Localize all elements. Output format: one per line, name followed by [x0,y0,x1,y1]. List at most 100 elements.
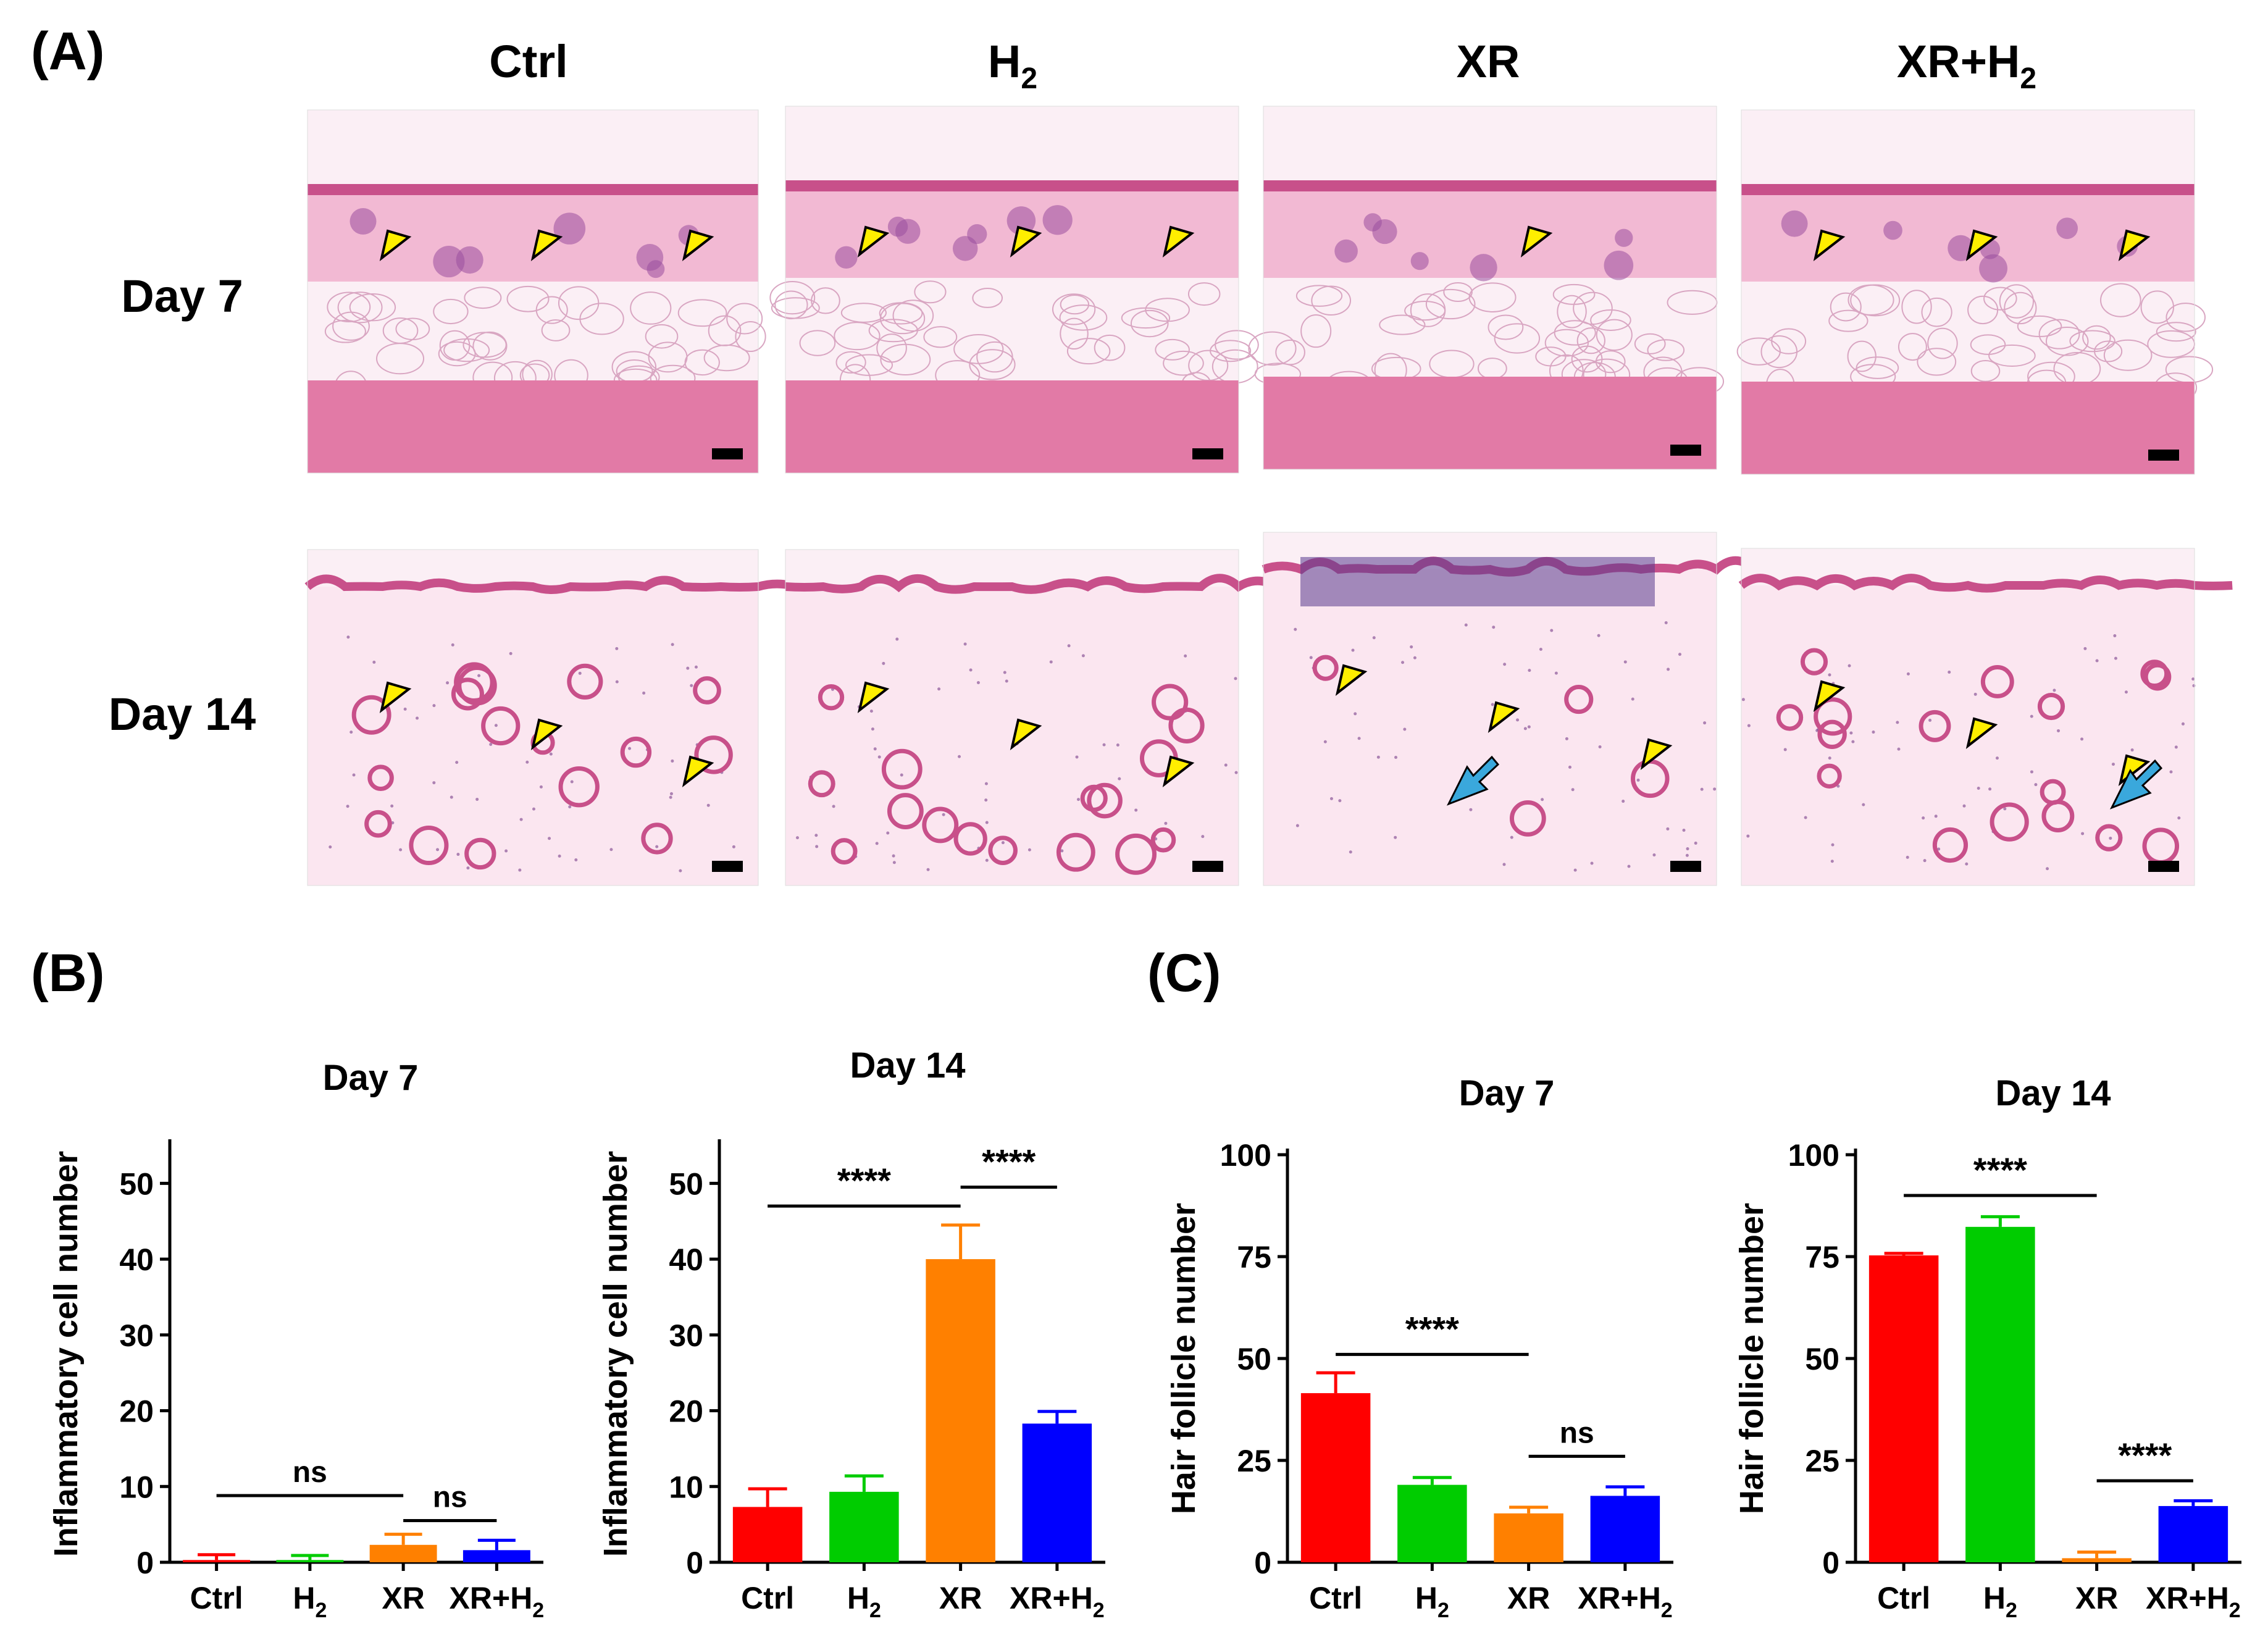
nucleus [1294,627,1297,631]
adipocyte [349,293,396,322]
nucleus [403,707,407,711]
significance-label: **** [837,1161,891,1200]
nucleus [1067,644,1071,648]
nucleus [1309,656,1313,659]
nucleus [466,866,470,870]
adipocyte [337,291,383,324]
inflammatory-infiltrate [1300,557,1655,606]
nucleus [568,805,572,809]
nucleus [1403,727,1407,731]
nucleus [1338,799,1342,803]
hair-follicle [409,825,449,866]
nucleus [1510,835,1513,839]
hair-follicle [887,793,924,829]
nucleus [1678,653,1681,656]
hair-follicle [367,764,394,791]
nucleus [963,642,967,646]
x-tick-label: XR+H2 [2146,1581,2241,1622]
nucleus [1394,835,1397,839]
adipocyte [1970,359,2001,382]
adipocyte [976,341,1013,373]
nucleus [1027,848,1031,852]
bar-xr-h2 [1022,1423,1092,1562]
epidermis-layer [304,574,797,594]
nucleus [2111,763,2115,766]
nucleus [1376,755,1380,759]
nucleus [895,637,899,641]
nucleus [450,795,453,799]
dermis-layer [785,587,1239,885]
nucleus [976,681,980,685]
nucleus [1652,853,1656,856]
adipocyte [2103,339,2153,371]
nucleus [451,643,454,647]
nucleus [1351,648,1355,652]
y-tick-label: 10 [119,1470,154,1504]
adipocyte [1847,340,1877,372]
nucleus [1664,621,1668,625]
nucleus [871,727,874,731]
epidermis-layer [1741,184,2195,195]
tile-border [307,109,759,474]
nucleus [1049,660,1053,664]
panel-label-b: (B) [31,944,104,1003]
micrograph-tile [769,106,1259,474]
nucleus [1747,724,1751,727]
adipocyte [914,280,947,304]
panel-label-c: (C) [1147,944,1221,1003]
hair-follicle [349,207,377,235]
nucleus [1851,740,1855,743]
nucleus [2124,690,2128,694]
nucleus [642,691,646,695]
nucleus [1394,756,1398,760]
nucleus [984,782,988,785]
y-tick-label: 30 [119,1318,154,1353]
x-tick-label: H2 [1415,1581,1449,1622]
hair-follicle [451,677,484,711]
x-tick-label: XR+H2 [1578,1581,1673,1622]
adipocyte [1595,350,1626,374]
adipocyte [1983,287,2017,311]
adipocyte [1856,356,1899,379]
scale-bar [712,861,743,872]
hair-follicle [1152,684,1189,721]
adipocyte [1544,329,1589,357]
nucleus [1184,654,1187,658]
follicle-arrowhead-icon [2118,229,2151,261]
nucleus [1164,821,1168,825]
adipocyte [708,315,742,346]
nucleus [2034,783,2038,787]
adipocyte [1248,331,1297,366]
bar-chart-C-day14: Day 14 Hair follicle number 0 25 50 75 100 Ctrl… [1733,1073,2241,1622]
nucleus [1469,808,1473,811]
nucleus [1527,725,1531,729]
nucleus [2057,729,2061,732]
follicle-arrowhead-icon [379,229,412,261]
adipocyte [1830,292,1862,322]
y-tick-label: 75 [1237,1240,1271,1275]
nucleus [1550,629,1554,632]
bar-chart-B-day14: Day 14 Inflammatory cell number 0 10 20 30 40 5… [597,1045,1105,1622]
tile-border [1741,548,2195,886]
tile-border [1263,532,1717,886]
hair-follicle [433,246,465,278]
inflammation-arrow-icon [1446,755,1500,806]
adipocyte [834,322,881,351]
nucleus [815,845,819,848]
y-tick-label: 50 [669,1166,703,1201]
follicle-arrowhead-icon [857,681,890,713]
epidermis-layer [1263,180,1717,191]
nucleus [525,760,529,764]
nucleus [1349,850,1352,854]
hair-follicle [641,823,673,855]
hair-follicle [1080,784,1108,812]
nucleus [1323,740,1327,743]
adipocyte [1052,293,1096,325]
adipocyte [1554,320,1596,346]
x-tick-label: XR+H2 [450,1581,545,1622]
hair-follicle [1883,220,1902,240]
y-tick-label: 20 [669,1394,703,1429]
muscle-layer [308,380,758,473]
adipocyte [769,280,816,315]
column-header-h2: H2 [988,36,1037,95]
